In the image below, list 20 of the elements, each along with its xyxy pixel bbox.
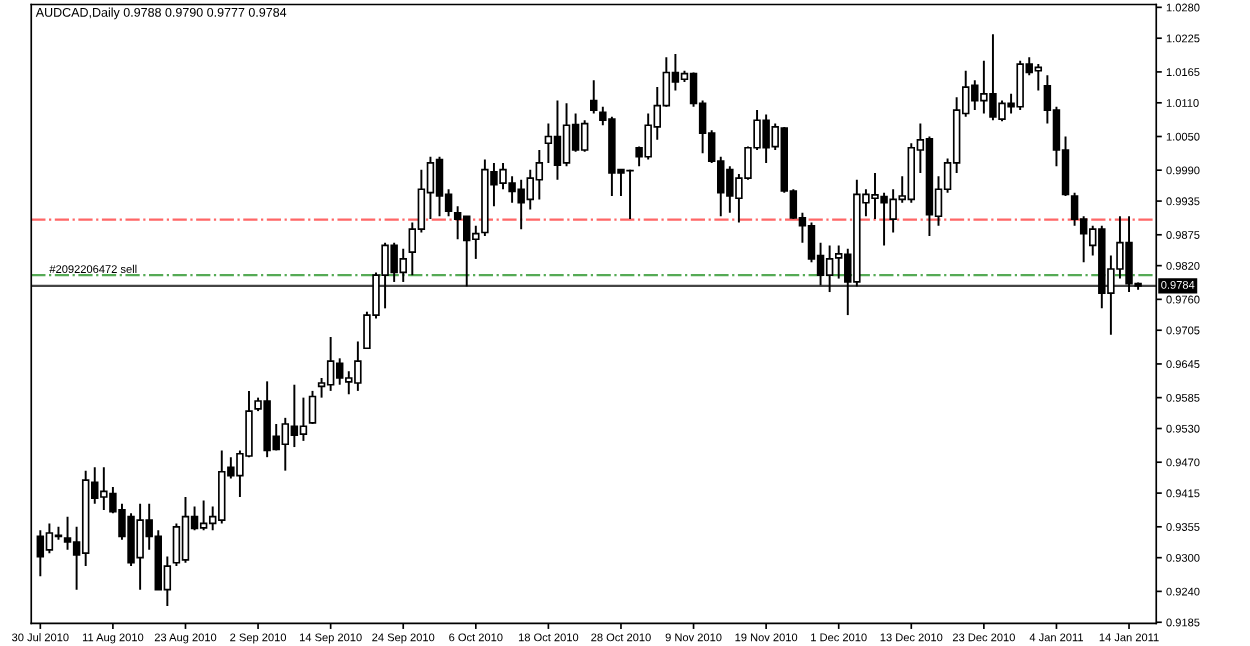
candlestick: [544, 122, 553, 164]
candlestick: [199, 499, 208, 532]
candlestick: [290, 383, 299, 449]
candlestick: [45, 522, 54, 555]
candlestick: [1070, 191, 1079, 227]
candlestick: [580, 119, 589, 153]
candlestick: [590, 79, 598, 115]
candlestick: [535, 149, 544, 201]
candlestick: [299, 396, 308, 442]
candlestick: [36, 529, 45, 578]
candlestick: [326, 336, 335, 392]
candlestick: [825, 244, 834, 294]
candlestick: [562, 102, 571, 168]
candlestick: [453, 205, 462, 241]
candlestick: [308, 389, 317, 425]
candlestick: [181, 496, 190, 564]
candlestick: [63, 515, 72, 551]
candlestick: [172, 522, 181, 568]
candlestick: [435, 155, 444, 218]
candlestick: [553, 99, 562, 181]
